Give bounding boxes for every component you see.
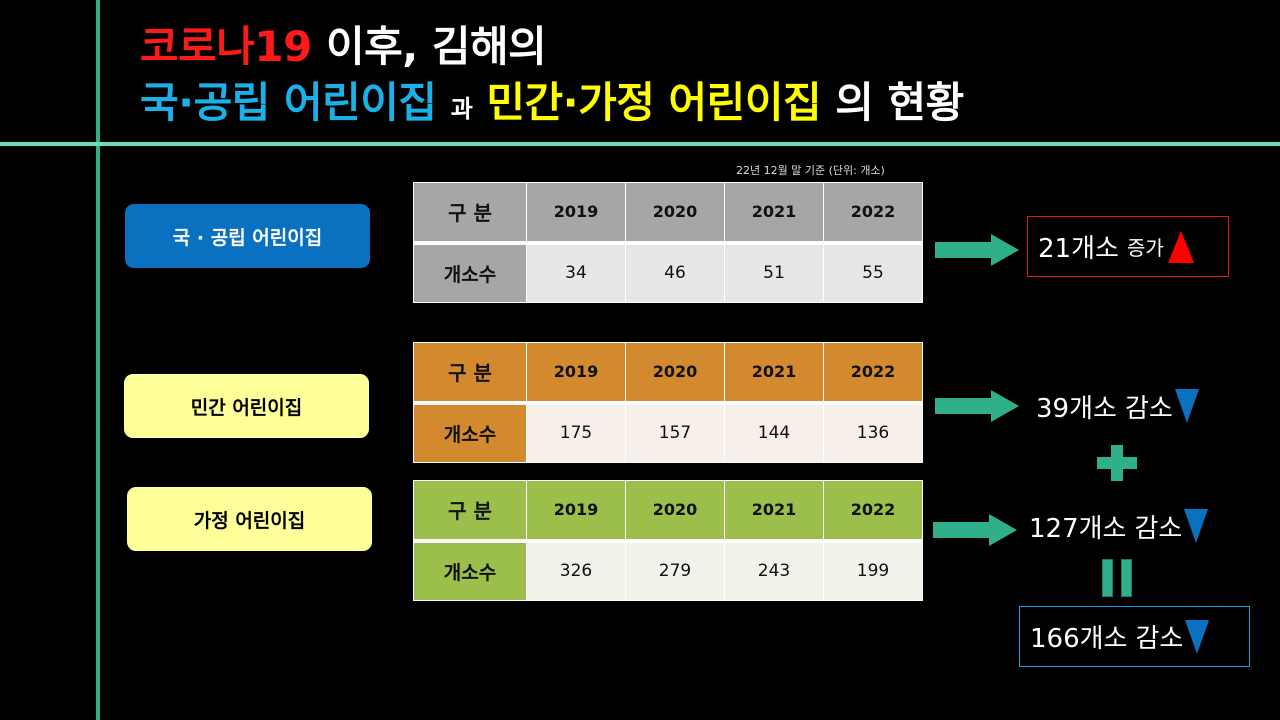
value-cell: 157 [625,402,725,463]
value-cell: 46 [625,242,725,303]
title-and: 과 [450,95,473,123]
result-change: 증가 [1126,236,1164,260]
triangle-down-icon [1174,389,1199,423]
arrow-right-icon [935,234,1019,266]
result-home-decrease: 127개소 감소 [1029,504,1209,548]
value-cell: 175 [526,402,626,463]
result-public-increase: 21개소 증가 [1027,216,1229,277]
triangle-down-icon [1185,619,1210,654]
header-cell: 2021 [724,480,824,541]
title-covid: 코로나19 [140,22,312,71]
category-private-daycare: 민간 어린이집 [124,374,369,438]
row-label: 개소수 [413,402,527,463]
equals-icon [1102,559,1132,597]
decorative-horizontal-line [0,142,1280,146]
arrow-right-icon [935,390,1019,422]
header-cell: 2019 [526,342,626,403]
header-cell: 구 분 [413,182,527,243]
title-line-2: 국·공립 어린이집 과 민간·가정 어린이집 의 현황 [140,78,964,134]
value-cell: 279 [625,540,725,601]
header-cell: 2022 [823,182,923,243]
result-change: 감소 [1124,393,1173,424]
title-private-home-daycare: 민간·가정 어린이집 [486,78,822,127]
header-cell: 2020 [625,480,725,541]
header-cell: 구 분 [413,480,527,541]
title-public-daycare: 국·공립 어린이집 [140,78,437,127]
table-header-row: 구 분 2019 2020 2021 2022 [413,342,923,403]
row-label: 개소수 [413,242,527,303]
category-home-daycare: 가정 어린이집 [127,487,372,551]
category-public-daycare: 국 · 공립 어린이집 [125,204,370,268]
header-cell: 2022 [823,480,923,541]
table-row: 개소수 34 46 51 55 [413,242,923,303]
result-change: 감소 [1134,513,1183,544]
row-label: 개소수 [413,540,527,601]
table-header-row: 구 분 2019 2020 2021 2022 [413,480,923,541]
table-home-daycare: 구 분 2019 2020 2021 2022 개소수 326 279 243 … [413,480,923,601]
header-cell: 2021 [724,342,824,403]
value-cell: 199 [823,540,923,601]
result-private-decrease: 39개소 감소 [1036,384,1199,428]
title-status: 의 현황 [835,78,964,127]
result-count: 21개소 [1038,234,1119,264]
table-row: 개소수 326 279 243 199 [413,540,923,601]
value-cell: 55 [823,242,923,303]
result-change: 감소 [1135,624,1184,654]
value-cell: 326 [526,540,626,601]
value-cell: 136 [823,402,923,463]
value-cell: 34 [526,242,626,303]
table-private-daycare: 구 분 2019 2020 2021 2022 개소수 175 157 144 … [413,342,923,463]
value-cell: 51 [724,242,824,303]
header-cell: 2019 [526,480,626,541]
result-total-decrease: 166개소 감소 [1019,606,1250,667]
header-cell: 구 분 [413,342,527,403]
header-cell: 2021 [724,182,824,243]
header-cell: 2022 [823,342,923,403]
result-count: 39개소 [1036,393,1117,424]
value-cell: 144 [724,402,824,463]
triangle-down-icon [1184,509,1209,543]
triangle-up-icon [1167,230,1194,263]
arrow-right-icon [933,514,1017,546]
plus-icon [1097,445,1137,481]
result-count: 127개소 [1029,513,1127,544]
header-cell: 2020 [625,182,725,243]
title-after-gimhae: 이후, 김해의 [311,22,547,71]
value-cell: 243 [724,540,824,601]
decorative-vertical-line [96,0,100,720]
table-public-daycare: 구 분 2019 2020 2021 2022 개소수 34 46 51 55 [413,182,923,303]
table-row: 개소수 175 157 144 136 [413,402,923,463]
header-cell: 2019 [526,182,626,243]
reference-date-note: 22년 12월 말 기준 (단위: 개소) [736,164,885,177]
title-line-1: 코로나19 이후, 김해의 [140,22,547,72]
result-count: 166개소 [1030,624,1128,654]
header-cell: 2020 [625,342,725,403]
table-header-row: 구 분 2019 2020 2021 2022 [413,182,923,243]
